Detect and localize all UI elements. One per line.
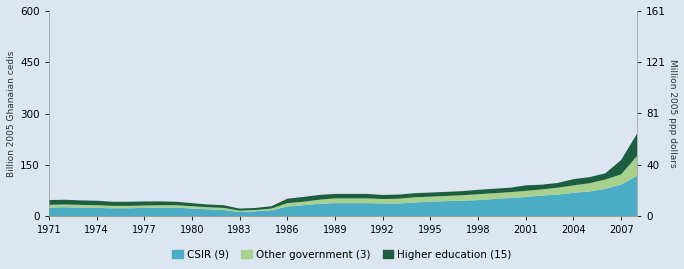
Y-axis label: Billion 2005 Ghanaian cedis: Billion 2005 Ghanaian cedis [7,50,16,177]
Y-axis label: Million 2005 ppp dollars: Million 2005 ppp dollars [668,59,677,168]
Legend: CSIR (9), Other government (3), Higher education (15): CSIR (9), Other government (3), Higher e… [168,245,516,264]
